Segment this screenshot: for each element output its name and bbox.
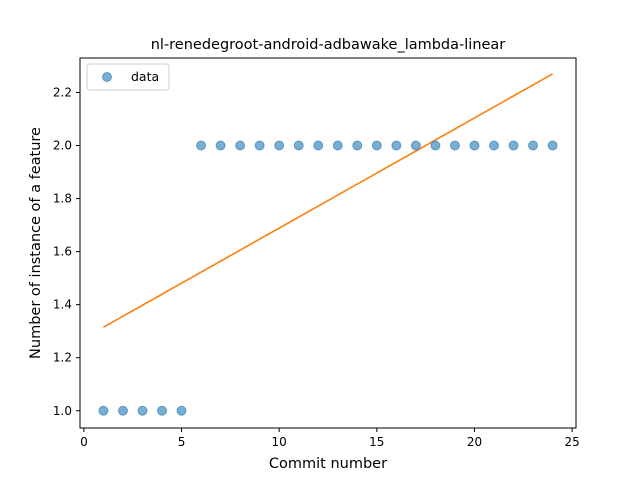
data-point: [410, 140, 421, 151]
data-point: [547, 140, 558, 151]
x-tick-label: 0: [80, 435, 88, 449]
data-point: [371, 140, 382, 151]
chart-title: nl-renedegroot-android-adbawake_lambda-l…: [151, 37, 506, 53]
plot-area: [79, 57, 577, 429]
data-point: [332, 140, 343, 151]
data-point: [430, 140, 441, 151]
y-tick-label: 1.8: [53, 192, 72, 206]
x-tick-label: 25: [564, 435, 579, 449]
x-tick-label: 20: [467, 435, 482, 449]
x-axis-label: Commit number: [269, 456, 387, 472]
x-axis: 0 5 10 15 20 25: [80, 428, 580, 449]
y-tick-label: 2.2: [53, 85, 72, 99]
data-point: [254, 140, 265, 151]
y-tick-label: 1.4: [53, 298, 72, 312]
legend-label-data: data: [131, 69, 159, 84]
data-point: [293, 140, 304, 151]
data-point: [117, 405, 128, 416]
data-point: [528, 140, 539, 151]
data-point: [274, 140, 285, 151]
data-point: [352, 140, 363, 151]
y-tick-label: 1.0: [53, 404, 72, 418]
legend-marker-data: [102, 72, 112, 82]
data-point: [235, 140, 246, 151]
legend: data: [86, 63, 170, 91]
x-tick-label: 10: [272, 435, 287, 449]
data-point: [449, 140, 460, 151]
data-point: [176, 405, 187, 416]
data-point: [137, 405, 148, 416]
x-tick-label: 5: [178, 435, 186, 449]
data-point: [508, 140, 519, 151]
plot-frame: [79, 57, 577, 429]
y-tick-label: 1.6: [53, 245, 72, 259]
data-point: [98, 405, 109, 416]
data-point: [215, 140, 226, 151]
data-point: [391, 140, 402, 151]
fit-line: [103, 73, 553, 328]
data-point: [313, 140, 324, 151]
y-tick-label: 1.2: [53, 351, 72, 365]
legend-box: [86, 63, 170, 91]
data-point: [196, 140, 207, 151]
y-axis-label: Number of instance of a feature: [28, 127, 44, 359]
data-point: [469, 140, 480, 151]
data-point: [157, 405, 168, 416]
y-axis: 1.0 1.2 1.4 1.6 1.8 2.0 2.2: [53, 85, 80, 418]
series-layer: [98, 73, 558, 416]
x-tick-label: 15: [369, 435, 384, 449]
y-tick-label: 2.0: [53, 139, 72, 153]
data-point: [488, 140, 499, 151]
